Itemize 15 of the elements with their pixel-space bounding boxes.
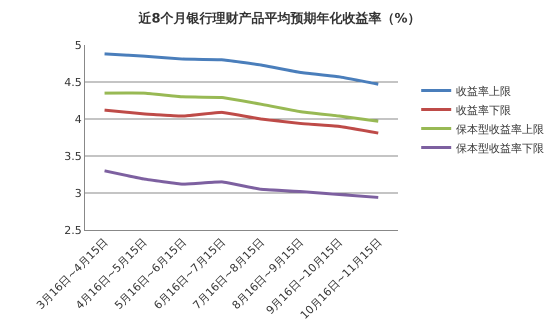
legend-label: 收益率下限 — [456, 104, 512, 117]
line-series — [103, 52, 380, 86]
legend-label: 保本型收益率下限 — [456, 142, 544, 155]
line-series — [103, 92, 380, 123]
y-tick-label: 3 — [74, 186, 82, 200]
y-tick-label: 3.5 — [64, 150, 82, 163]
line-series — [103, 108, 380, 135]
legend-label: 保本型收益率上限 — [456, 122, 544, 136]
y-tick-label: 4 — [74, 112, 82, 126]
y-tick-label: 2.5 — [64, 224, 82, 237]
line-series — [103, 169, 380, 199]
chart-title: 近8个月银行理财产品平均预期年化收益率（%） — [137, 10, 421, 26]
y-tick-label: 5 — [74, 38, 82, 52]
y-tick-label: 4.5 — [64, 76, 82, 89]
legend-label: 收益率上限 — [456, 84, 512, 98]
